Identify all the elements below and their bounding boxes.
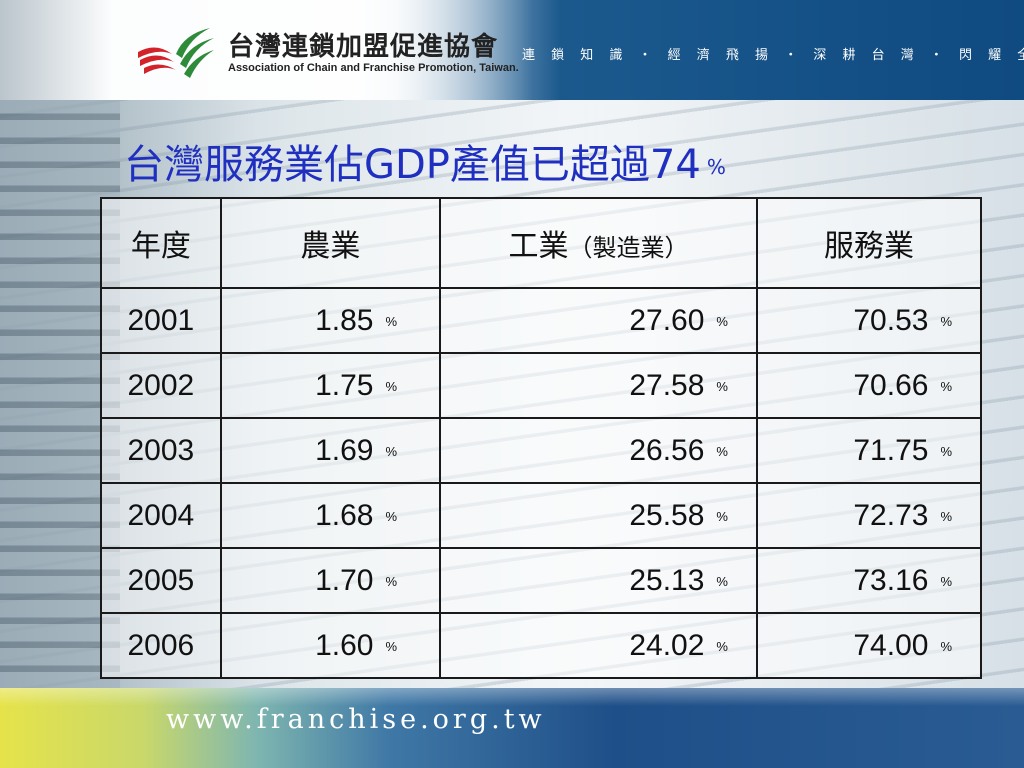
cell-agriculture: 1.60% (219, 612, 442, 679)
table-row: 2005 1.70% 25.13% 73.16% (100, 547, 983, 614)
cell-industry: 24.02% (439, 612, 758, 679)
cell-year: 2006 (100, 612, 222, 679)
percent-unit: % (716, 574, 728, 590)
header-industry: 工業（製造業） (439, 197, 758, 289)
percent-unit: % (385, 444, 398, 460)
percent-unit: % (385, 639, 398, 655)
percent-unit: % (716, 509, 728, 525)
slogan: 連 鎖 知 識 ・ 經 濟 飛 揚 ・ 深 耕 台 灣 ・ 閃 耀 全 球 (522, 48, 1024, 63)
table-row: 2003 1.69% 26.56% 71.75% (100, 417, 983, 484)
footer-url: www.franchise.org.tw (166, 704, 546, 735)
cell-service: 70.53% (755, 287, 983, 354)
title-text: 台灣服務業佔GDP產值已超過74 (124, 142, 701, 188)
percent-unit: % (385, 574, 398, 590)
percent-unit: % (716, 314, 728, 330)
footer-bar (0, 688, 1024, 768)
percent-unit: % (940, 509, 952, 525)
org-name-en: Association of Chain and Franchise Promo… (228, 62, 519, 74)
table-header-row: 年度 農業 工業（製造業） 服務業 (100, 197, 983, 289)
slide-title: 台灣服務業佔GDP產值已超過74% (124, 132, 726, 190)
cell-industry: 25.58% (439, 482, 758, 549)
percent-unit: % (385, 379, 398, 395)
cell-agriculture: 1.75% (219, 352, 442, 419)
title-percent: % (706, 155, 726, 179)
cell-agriculture: 1.70% (219, 547, 442, 614)
cell-agriculture: 1.85% (219, 287, 442, 354)
table-row: 2001 1.85% 27.60% 70.53% (100, 287, 983, 354)
cell-year: 2003 (100, 417, 222, 484)
org-name-zh: 台灣連鎖加盟促進協會 (228, 32, 499, 62)
percent-unit: % (716, 379, 728, 395)
cell-industry: 27.60% (439, 287, 758, 354)
header-agriculture: 農業 (219, 197, 442, 289)
cell-service: 74.00% (755, 612, 983, 679)
percent-unit: % (940, 379, 952, 395)
percent-unit: % (940, 444, 952, 460)
percent-unit: % (940, 639, 952, 655)
cell-year: 2001 (100, 287, 222, 354)
table-row: 2004 1.68% 25.58% 72.73% (100, 482, 983, 549)
percent-unit: % (716, 444, 728, 460)
percent-unit: % (385, 509, 398, 525)
cell-service: 73.16% (755, 547, 983, 614)
table-row: 2006 1.60% 24.02% 74.00% (100, 612, 983, 679)
table-row: 2002 1.75% 27.58% 70.66% (100, 352, 983, 419)
percent-unit: % (385, 314, 398, 330)
header-industry-note: （製造業） (568, 234, 689, 262)
cell-year: 2005 (100, 547, 222, 614)
header-service: 服務業 (755, 197, 983, 289)
header-year: 年度 (100, 197, 222, 289)
stripes-logo-icon (138, 28, 214, 78)
cell-agriculture: 1.68% (219, 482, 442, 549)
gdp-table: 年度 農業 工業（製造業） 服務業 2001 1.85% 27.60% 70.53% 2… (100, 197, 983, 679)
cell-service: 70.66% (755, 352, 983, 419)
cell-agriculture: 1.69% (219, 417, 442, 484)
cell-year: 2002 (100, 352, 222, 419)
percent-unit: % (940, 574, 952, 590)
cell-industry: 27.58% (439, 352, 758, 419)
cell-service: 71.75% (755, 417, 983, 484)
percent-unit: % (716, 639, 728, 655)
header-banner: 台灣連鎖加盟促進協會 Association of Chain and Fran… (0, 0, 1024, 100)
cell-service: 72.73% (755, 482, 983, 549)
cell-industry: 26.56% (439, 417, 758, 484)
percent-unit: % (940, 314, 952, 330)
cell-industry: 25.13% (439, 547, 758, 614)
cell-year: 2004 (100, 482, 222, 549)
